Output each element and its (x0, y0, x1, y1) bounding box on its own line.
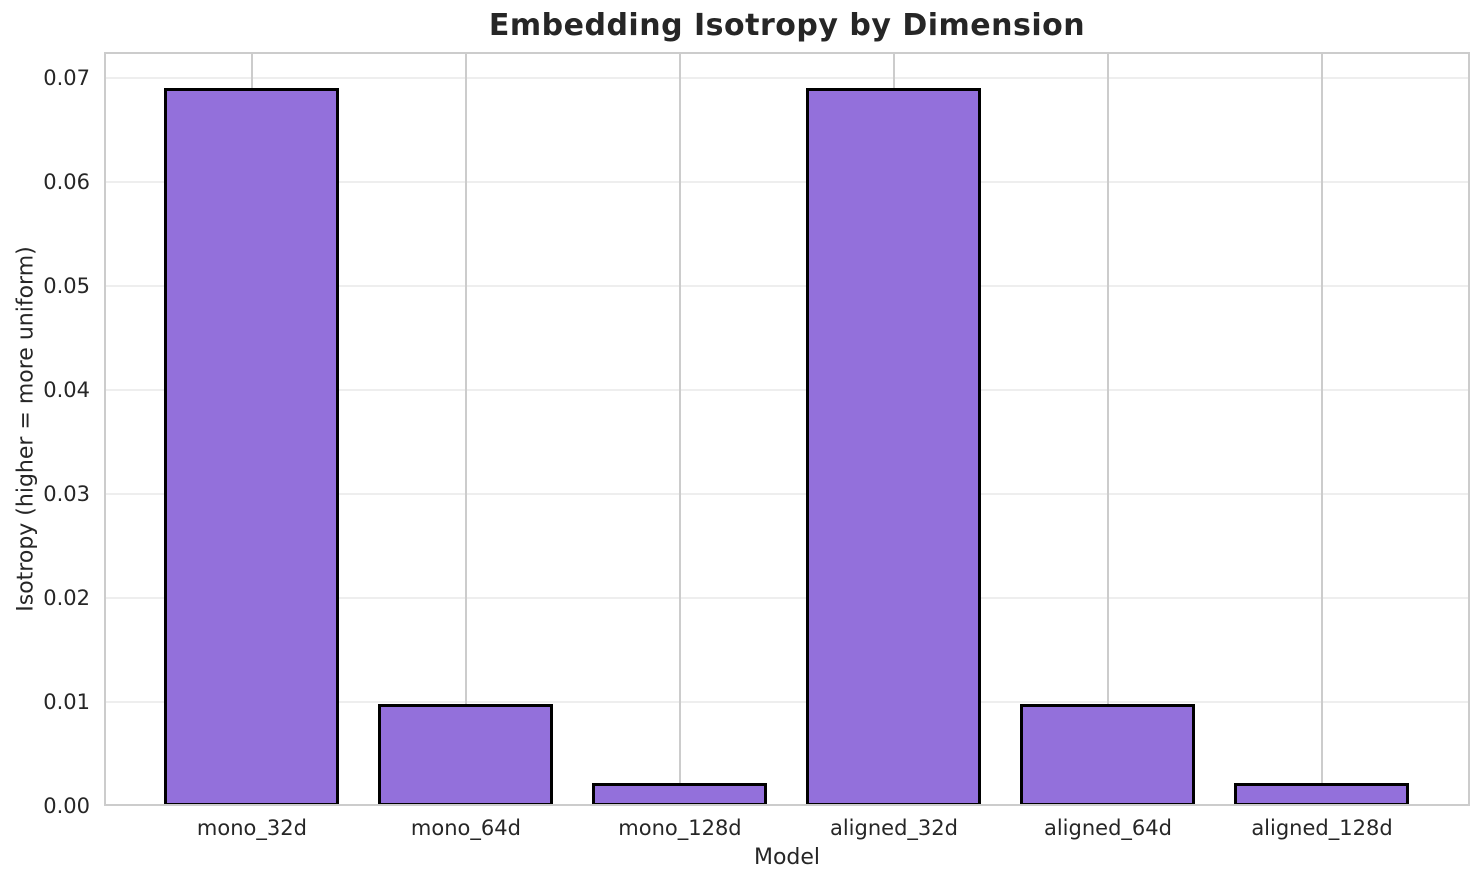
y-axis-label: Isotropy (higher = more uniform) (13, 246, 39, 612)
gridline-horizontal (104, 597, 1470, 599)
chart-title: Embedding Isotropy by Dimension (488, 8, 1086, 43)
bar-aligned-32d (806, 88, 982, 806)
gridline-vertical (678, 52, 682, 806)
bar-aligned-128d (1234, 783, 1410, 806)
y-tick-label: 0.07 (43, 66, 90, 90)
x-tick-label: mono_32d (196, 816, 307, 840)
y-tick-label: 0.02 (43, 586, 90, 610)
gridline-horizontal (104, 493, 1470, 495)
x-tick-label: aligned_128d (1251, 816, 1393, 840)
gridline-horizontal (104, 181, 1470, 183)
y-tick-label: 0.04 (43, 378, 90, 402)
y-tick-label: 0.05 (43, 274, 90, 298)
gridline-horizontal (104, 77, 1470, 79)
gridline-horizontal (104, 701, 1470, 703)
x-tick-label: aligned_64d (1043, 816, 1172, 840)
gridline-vertical (1320, 52, 1324, 806)
x-tick-label: mono_128d (618, 816, 742, 840)
y-tick-label: 0.01 (43, 690, 90, 714)
bar-aligned-64d (1020, 704, 1196, 806)
y-tick-label: 0.03 (43, 482, 90, 506)
bar-mono-64d (378, 704, 554, 806)
bar-mono-32d (164, 88, 340, 806)
gridline-horizontal (104, 389, 1470, 391)
bar-mono-128d (592, 783, 768, 806)
y-tick-label: 0.00 (43, 794, 90, 818)
x-tick-label: mono_64d (410, 816, 521, 840)
x-axis-label: Model (753, 845, 821, 870)
x-tick-label: aligned_32d (829, 816, 958, 840)
gridline-horizontal (104, 285, 1470, 287)
y-tick-label: 0.06 (43, 170, 90, 194)
gridline-vertical (1106, 52, 1110, 806)
gridline-vertical (464, 52, 468, 806)
plot-area (104, 52, 1470, 806)
